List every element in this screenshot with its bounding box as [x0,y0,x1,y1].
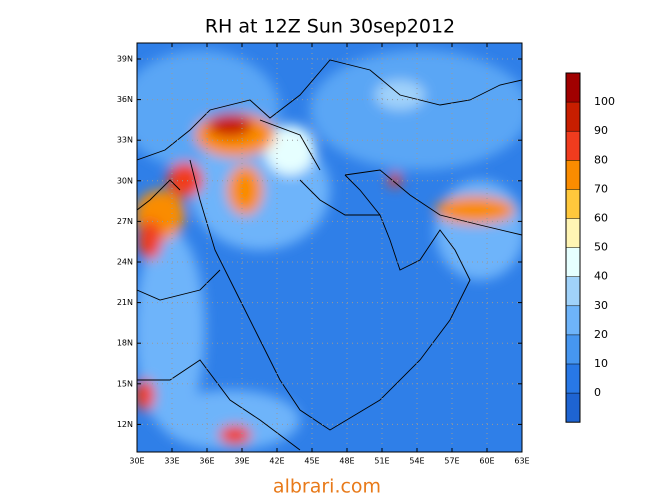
colorbar-label: 20 [594,328,608,341]
watermark: albrari.com [273,476,381,496]
x-tick-label: 42E [269,457,284,466]
x-tick-label: 39E [234,457,249,466]
colorbar-segment [566,393,580,423]
map-frame [136,42,523,453]
colorbar-segment [566,334,580,365]
coastlines [137,59,522,451]
x-tick-label: 36E [199,457,214,466]
x-tick-label: 63E [514,457,529,466]
x-tick-label: 48E [339,457,354,466]
x-tick-label: 51E [374,457,389,466]
colorbar-label: 50 [594,241,608,254]
colorbar-label: 70 [594,182,608,195]
colorbar-segment [566,276,580,307]
colorbar-label: 0 [594,386,601,399]
y-tick-label: 39N [117,55,133,64]
colorbar-segment [566,160,580,190]
y-tick-label: 21N [117,298,133,307]
y-tick-label: 33N [117,136,133,145]
colorbar-label: 30 [594,299,608,312]
y-tick-label: 27N [117,217,133,226]
colorbar-label: 80 [594,153,608,166]
colorbar-segment [566,247,580,277]
y-tick-label: 24N [117,258,133,267]
colorbar-segment [566,189,580,219]
colorbar-segment [566,73,580,103]
x-tick-label: 57E [444,457,459,466]
colorbar-label: 10 [594,357,608,370]
colorbar-segment [566,305,580,336]
colorbar-label: 90 [594,124,608,137]
colorbar-segment [566,102,580,132]
x-tick-label: 54E [409,457,424,466]
x-tick-label: 30E [129,457,144,466]
x-tick-label: 45E [304,457,319,466]
colorbar-label: 60 [594,212,608,225]
x-tick-label: 60E [479,457,494,466]
y-tick-label: 15N [117,379,133,388]
y-tick-label: 36N [117,95,133,104]
y-tick-label: 18N [117,339,133,348]
title: RH at 12Z Sun 30sep2012 [205,16,455,38]
rh-field [137,43,522,452]
colorbar-label: 40 [594,270,608,283]
y-tick-label: 12N [117,420,133,429]
colorbar-label: 100 [594,95,615,108]
colorbar-segment [566,131,580,161]
colorbar-segment [566,218,580,248]
x-tick-label: 33E [164,457,179,466]
colorbar-segment [566,364,580,394]
y-tick-label: 30N [117,176,133,185]
